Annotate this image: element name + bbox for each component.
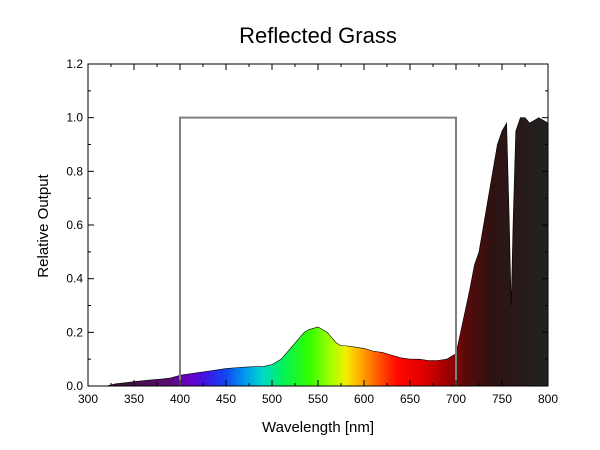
x-tick-label: 550 (308, 392, 328, 406)
y-tick-label: 1.0 (66, 111, 83, 125)
x-tick-label: 750 (492, 392, 512, 406)
x-axis-title: Wavelength [nm] (262, 419, 374, 436)
visible-band-outline (179, 116, 457, 386)
y-axis-title: Relative Output (35, 173, 52, 277)
y-tick-label: 0.0 (66, 379, 83, 393)
x-tick-label: 800 (538, 392, 558, 406)
spectrum-area (106, 117, 549, 387)
x-tick-label: 300 (78, 392, 98, 406)
plot-area (87, 63, 549, 387)
x-tick-label: 350 (124, 392, 144, 406)
y-tick-label: 0.8 (66, 164, 83, 178)
y-tick-label: 1.2 (66, 57, 83, 71)
y-tick-label: 0.4 (66, 272, 83, 286)
x-tick-label: 600 (354, 392, 374, 406)
x-tick-label: 500 (262, 392, 282, 406)
y-axis: 0.0 0.2 0.4 0.6 0.8 1.0 1.2 (66, 57, 548, 393)
x-tick-label: 450 (216, 392, 236, 406)
chart-title: Reflected Grass (239, 23, 397, 48)
x-axis: 300 350 400 450 500 550 600 650 700 750 800 (78, 64, 558, 406)
x-tick-label: 650 (400, 392, 420, 406)
y-tick-label: 0.6 (66, 218, 83, 232)
x-tick-label: 700 (446, 392, 466, 406)
y-tick-label: 0.2 (66, 325, 83, 339)
x-tick-label: 400 (170, 392, 190, 406)
